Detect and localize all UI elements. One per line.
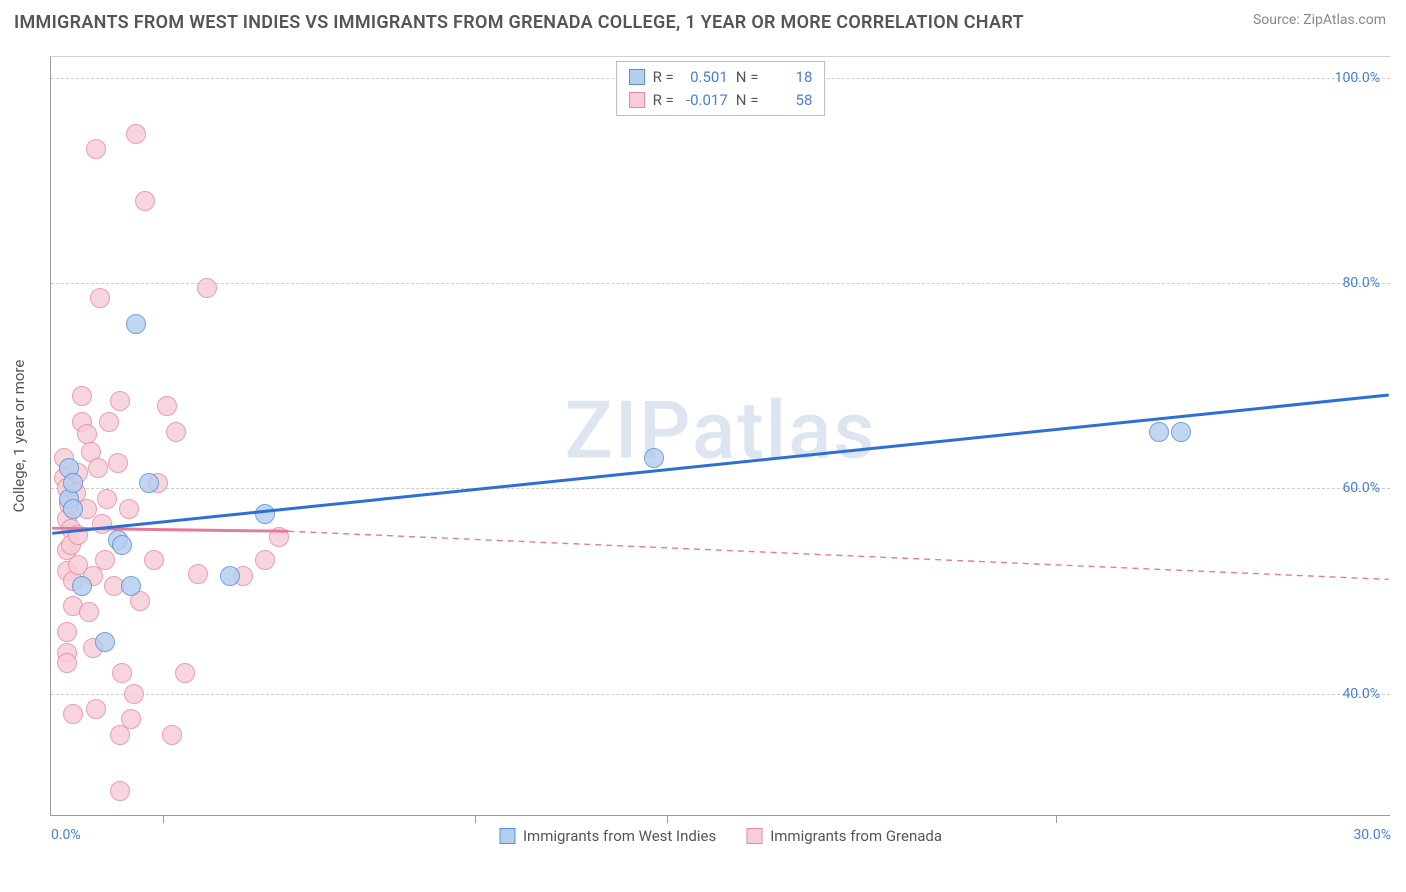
swatch-pink: [629, 92, 645, 108]
n-label: N =: [736, 89, 759, 112]
scatter-point-blue: [139, 473, 159, 493]
r-label: R =: [653, 89, 674, 112]
chart-container: IMMIGRANTS FROM WEST INDIES VS IMMIGRANT…: [0, 0, 1406, 892]
scatter-point-blue: [72, 576, 92, 596]
scatter-point-blue: [121, 576, 141, 596]
scatter-point-pink: [124, 684, 144, 704]
y-tick-label: 80.0%: [1342, 275, 1380, 291]
scatter-point-pink: [269, 527, 289, 547]
scatter-point-pink: [144, 550, 164, 570]
correlation-stats-box: R = 0.501 N = 18 R = -0.017 N = 58: [616, 61, 826, 116]
scatter-point-pink: [197, 278, 217, 298]
grid-line: [51, 694, 1390, 695]
y-tick-label: 100.0%: [1335, 70, 1380, 86]
stats-row-blue: R = 0.501 N = 18: [629, 66, 813, 89]
scatter-point-pink: [162, 725, 182, 745]
r-label: R =: [653, 66, 674, 89]
scatter-point-blue: [112, 535, 132, 555]
scatter-point-pink: [175, 663, 195, 683]
legend-item-pink: Immigrants from Grenada: [746, 827, 942, 845]
scatter-point-pink: [99, 412, 119, 432]
scatter-point-pink: [86, 139, 106, 159]
legend-label-blue: Immigrants from West Indies: [523, 827, 716, 845]
n-value-blue: 18: [766, 66, 812, 89]
scatter-point-blue: [644, 448, 664, 468]
swatch-blue: [499, 828, 515, 844]
n-value-pink: 58: [766, 89, 812, 112]
r-value-pink: -0.017: [682, 89, 728, 112]
scatter-point-pink: [110, 391, 130, 411]
scatter-point-pink: [255, 550, 275, 570]
scatter-point-pink: [95, 550, 115, 570]
grid-line: [51, 283, 1390, 284]
scatter-point-pink: [110, 781, 130, 801]
n-label: N =: [736, 66, 759, 89]
scatter-point-blue: [220, 566, 240, 586]
swatch-blue: [629, 69, 645, 85]
y-tick-label: 60.0%: [1342, 480, 1380, 496]
r-value-blue: 0.501: [682, 66, 728, 89]
y-tick-label: 40.0%: [1342, 686, 1380, 702]
legend-label-pink: Immigrants from Grenada: [770, 827, 942, 845]
scatter-point-pink: [63, 704, 83, 724]
scatter-point-pink: [77, 424, 97, 444]
scatter-point-pink: [57, 653, 77, 673]
scatter-point-blue: [255, 504, 275, 524]
source-attribution: Source: ZipAtlas.com: [1253, 12, 1386, 28]
swatch-pink: [746, 828, 762, 844]
plot-area: College, 1 year or more ZIPatlas R = 0.5…: [50, 56, 1390, 816]
chart-title: IMMIGRANTS FROM WEST INDIES VS IMMIGRANT…: [14, 12, 1024, 33]
scatter-point-pink: [97, 489, 117, 509]
scatter-point-pink: [119, 499, 139, 519]
scatter-point-blue: [126, 314, 146, 334]
scatter-point-blue: [1171, 422, 1191, 442]
grid-line: [51, 488, 1390, 489]
scatter-point-pink: [121, 709, 141, 729]
x-tick-mark: [1056, 815, 1057, 823]
scatter-point-pink: [90, 288, 110, 308]
scatter-point-pink: [57, 622, 77, 642]
scatter-point-pink: [92, 514, 112, 534]
scatter-point-blue: [95, 632, 115, 652]
watermark: ZIPatlas: [565, 383, 877, 477]
scatter-point-pink: [79, 602, 99, 622]
scatter-point-pink: [135, 191, 155, 211]
legend-item-blue: Immigrants from West Indies: [499, 827, 716, 845]
y-axis-title: College, 1 year or more: [10, 360, 28, 513]
scatter-point-blue: [1149, 422, 1169, 442]
scatter-point-pink: [108, 453, 128, 473]
scatter-point-pink: [86, 699, 106, 719]
x-tick-mark: [475, 815, 476, 823]
scatter-point-pink: [126, 124, 146, 144]
scatter-point-blue: [63, 473, 83, 493]
scatter-point-pink: [68, 525, 88, 545]
bottom-legend: Immigrants from West Indies Immigrants f…: [499, 827, 942, 845]
header: IMMIGRANTS FROM WEST INDIES VS IMMIGRANT…: [0, 0, 1406, 39]
scatter-point-pink: [72, 386, 92, 406]
x-tick-label: 30.0%: [1353, 827, 1391, 843]
scatter-point-pink: [88, 458, 108, 478]
x-tick-mark: [667, 815, 668, 823]
scatter-point-pink: [112, 663, 132, 683]
stats-row-pink: R = -0.017 N = 58: [629, 89, 813, 112]
x-tick-label: 0.0%: [51, 827, 81, 843]
scatter-point-pink: [166, 422, 186, 442]
x-tick-mark: [163, 815, 164, 823]
scatter-point-pink: [157, 396, 177, 416]
scatter-point-blue: [63, 499, 83, 519]
scatter-point-pink: [188, 564, 208, 584]
